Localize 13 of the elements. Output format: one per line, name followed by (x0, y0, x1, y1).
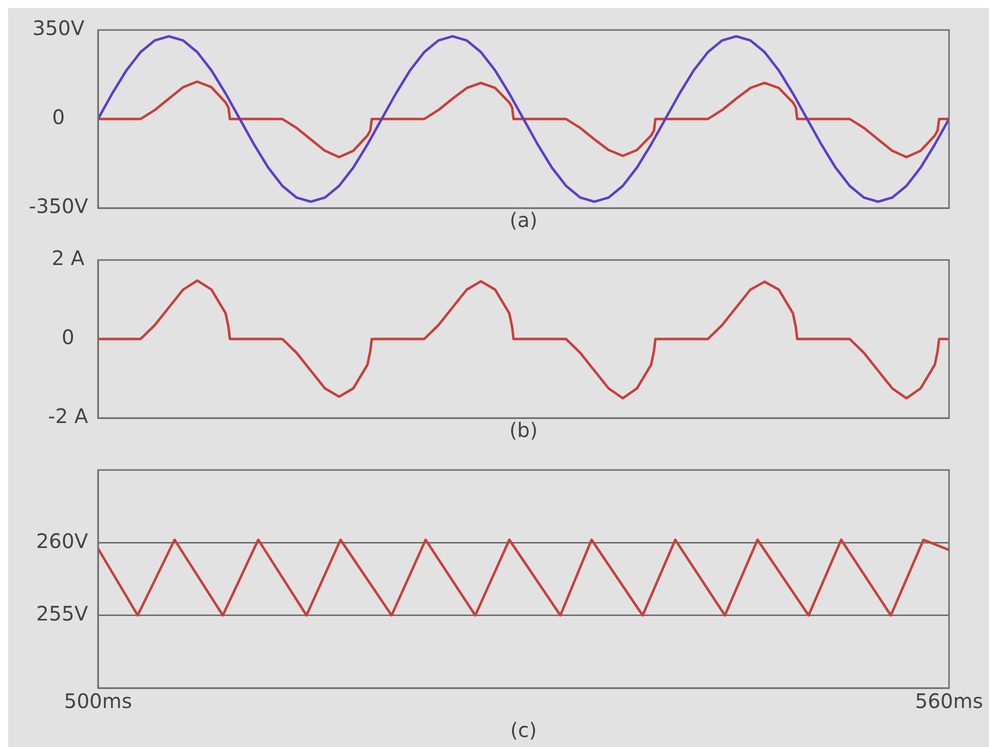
y-tick-label: 350V (32, 16, 85, 40)
y-tick-label: -2 A (48, 404, 88, 428)
y-tick-label: -350V (28, 194, 88, 218)
y-tick-label: 255V (36, 602, 88, 626)
y-tick-label: 260V (36, 528, 88, 553)
y-tick-label: 0 (52, 105, 65, 130)
x-tick-label: 560ms (914, 689, 984, 714)
x-axis-title: (c) (510, 718, 537, 742)
y-tick-label: 2 A (52, 246, 85, 270)
x-tick-label: 500ms (64, 689, 132, 714)
x-axis-title: (a) (510, 208, 538, 232)
x-axis-title: (b) (509, 418, 538, 442)
y-tick-label: 0 (62, 325, 74, 350)
